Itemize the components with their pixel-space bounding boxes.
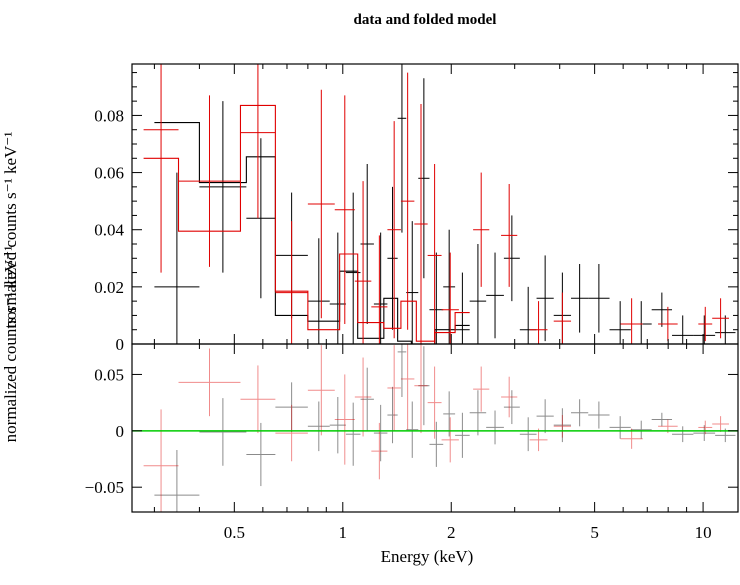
top-ytick-label: 0.04 [94, 221, 124, 240]
top-ytick-label: 0.06 [94, 164, 124, 183]
chart-title: data and folded model [354, 12, 497, 28]
residual-series-layer [143, 344, 736, 512]
top-panel: 0 0.02 0.04 0.06 0.08 [94, 63, 739, 354]
xtick-label: 2 [447, 523, 456, 542]
x-axis: 0.5 1 2 5 10 [153, 64, 712, 542]
model-step-1 [143, 104, 470, 342]
residual-series-1 [143, 344, 729, 512]
bottom-ytick-label: −0.05 [85, 478, 124, 497]
bottom-y-axis: −0.05 0 0.05 [85, 365, 738, 497]
xtick-label: 5 [590, 523, 599, 542]
top-ytick-label: 0 [116, 335, 125, 354]
y-axis-label-bottom: normalized counts s⁻¹ keV⁻¹ [1, 246, 20, 443]
xtick-label: 0.5 [224, 523, 245, 542]
bottom-panel-frame [131, 343, 739, 513]
y-axis-label-top: normalized counts s⁻¹ keV⁻¹ [1, 132, 20, 329]
bottom-ytick-label: 0 [116, 422, 125, 441]
residual-series-0 [154, 344, 736, 512]
top-ytick-label: 0.08 [94, 106, 124, 125]
bottom-panel: −0.05 0 0.05 [85, 343, 739, 513]
series-0 [154, 64, 736, 345]
x-axis-label: Energy (keV) [381, 547, 474, 566]
bottom-ytick-label: 0.05 [94, 365, 124, 384]
xtick-label: 10 [695, 523, 712, 542]
series-1 [143, 64, 729, 344]
xtick-label: 1 [339, 523, 348, 542]
top-y-axis: 0 0.02 0.04 0.06 0.08 [94, 72, 738, 354]
top-series-layer [143, 64, 736, 345]
top-ytick-label: 0.02 [94, 278, 124, 297]
model-step-0 [154, 122, 470, 345]
